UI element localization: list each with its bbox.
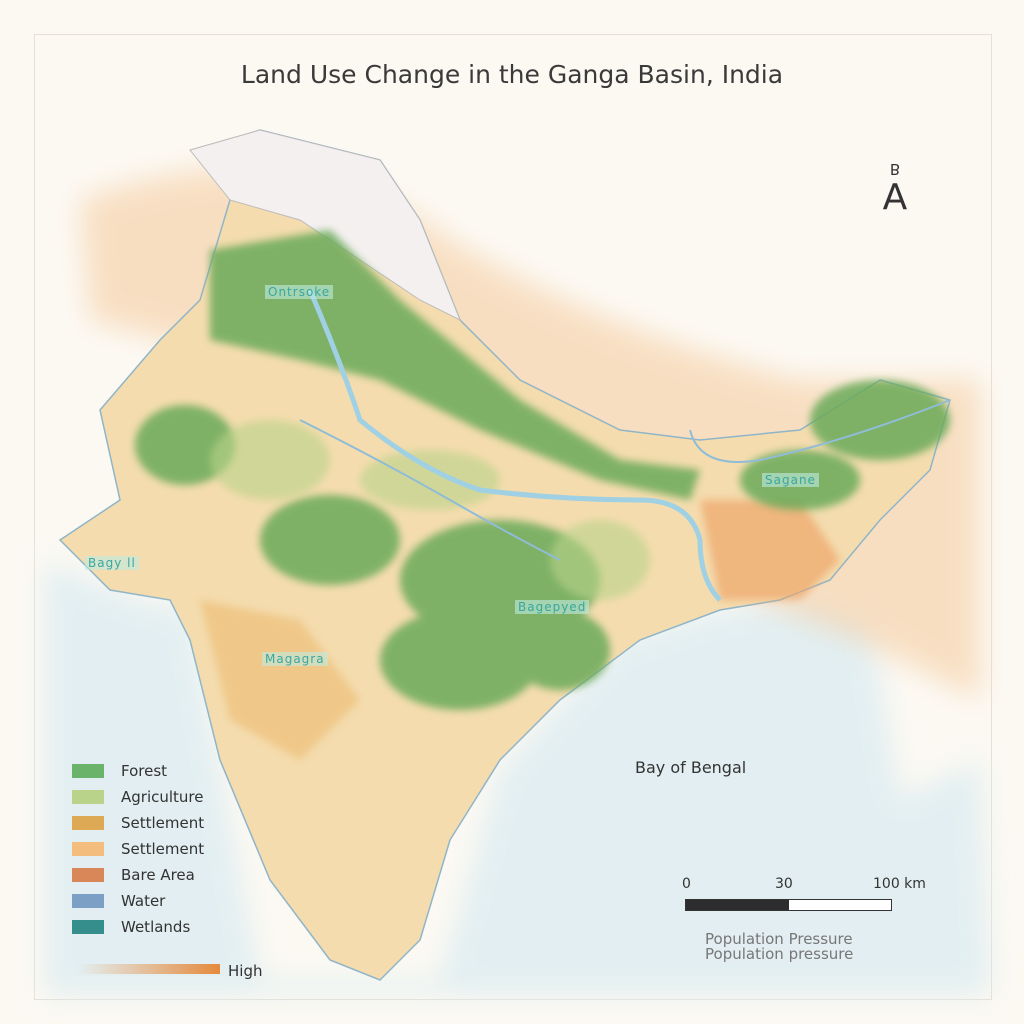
legend-label: Water [121, 892, 166, 910]
north-arrow-top-letter: B [889, 160, 901, 178]
water-label: Bay of Bengal [635, 758, 747, 777]
legend-label: Forest [121, 762, 168, 780]
legend-label: Settlement [121, 814, 205, 832]
pressure-label-secondary: Population pressure [705, 945, 854, 963]
settlement-south [200, 600, 360, 760]
legend-label: Agriculture [121, 788, 204, 806]
legend-swatch [72, 920, 104, 934]
legend-label: Settlement [121, 840, 205, 858]
legend-swatch [72, 842, 104, 856]
bare-area-east [700, 500, 840, 600]
mountain-region [189, 129, 461, 322]
place-label: Bagy ll [85, 556, 139, 570]
map-frame [34, 34, 992, 1000]
legend-item-settlement: Settlement [72, 810, 204, 836]
legend-swatch [72, 764, 104, 778]
agriculture-patches [210, 420, 650, 600]
legend-item-agriculture: Agriculture [72, 784, 204, 810]
legend-item-bare-area: Bare Area [72, 862, 204, 888]
legend-item-settlement-2: Settlement [72, 836, 204, 862]
gradient-high-label: High [228, 962, 263, 980]
brahmaputra-river [689, 399, 951, 463]
north-arrow-letter: A [882, 177, 908, 218]
legend-label: Bare Area [121, 866, 195, 884]
legend-swatch [72, 790, 104, 804]
scale-tick-label: 100 km [873, 876, 926, 892]
scale-tick-label: 0 [682, 876, 691, 892]
pressure-gradient-bar [78, 964, 220, 974]
place-label: Magagra [262, 652, 328, 666]
legend: Forest Agriculture Settlement Settlement… [72, 758, 204, 940]
legend-swatch [72, 816, 104, 830]
place-label: Bagepyed [515, 600, 590, 614]
legend-item-wetlands: Wetlands [72, 914, 204, 940]
map-title: Land Use Change in the Ganga Basin, Indi… [240, 60, 784, 89]
ganga-river [307, 289, 722, 602]
scale-bar [685, 899, 892, 911]
scale-tick-label: 30 [775, 876, 793, 892]
north-arrow: B A [870, 160, 920, 218]
legend-swatch [72, 894, 104, 908]
legend-swatch [72, 868, 104, 882]
legend-item-forest: Forest [72, 758, 204, 784]
pressure-label: Population Pressure [705, 930, 853, 948]
tributary-river [299, 419, 561, 561]
sea [45, 560, 990, 995]
place-label: Sagane [762, 473, 819, 487]
place-label: Ontrsoke [265, 285, 334, 299]
scale-bar-fill [686, 900, 789, 910]
legend-item-water: Water [72, 888, 204, 914]
legend-label: Wetlands [121, 918, 191, 936]
